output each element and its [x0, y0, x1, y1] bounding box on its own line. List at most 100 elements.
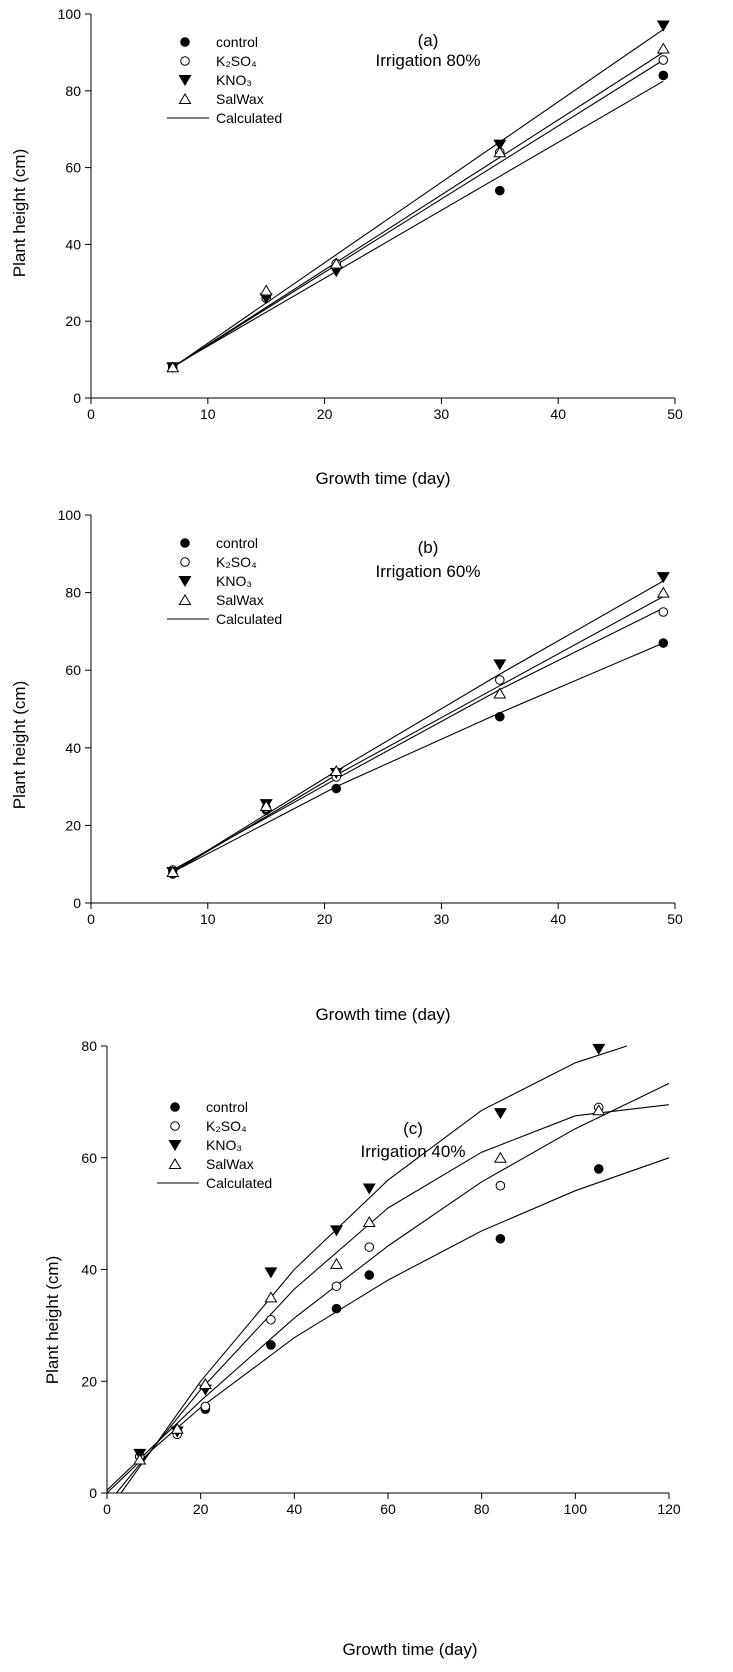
- open-triangle-up-point: [166, 865, 180, 877]
- y-tick-label: 20: [81, 1373, 97, 1389]
- y-axis-label: Plant height (cm): [10, 681, 29, 810]
- irrigation-annotation: Irrigation 40%: [361, 1142, 466, 1161]
- open-circle-point: [331, 1281, 342, 1292]
- y-tick-label: 40: [65, 740, 81, 756]
- legend-marker: [170, 1121, 180, 1131]
- x-tick-label: 30: [434, 911, 450, 927]
- filled-triangle-down-point: [362, 1183, 376, 1195]
- open-triangle-up-point: [166, 361, 180, 373]
- chart-panel-b: 0 10 20 30 40 50 0 20 40 60 80 100 control K₂SO₄ KNO₃ S…: [10, 507, 683, 1024]
- y-tick-label: 80: [65, 585, 81, 601]
- x-tick-label: 10: [200, 911, 216, 927]
- x-tick-label: 0: [87, 911, 95, 927]
- filled-circle-point: [495, 711, 505, 722]
- y-axis-label: Plant height (cm): [43, 1256, 62, 1385]
- y-tick-label: 0: [89, 1485, 97, 1501]
- y-tick-label: 0: [73, 390, 81, 406]
- filled-triangle-down-point: [592, 1043, 606, 1055]
- panel-label: (b): [418, 538, 439, 557]
- open-circle-point: [495, 1180, 506, 1191]
- legend-label: KNO₃: [216, 573, 252, 589]
- filled-triangle-down-point: [493, 659, 507, 671]
- x-axis-label: Growth time (day): [342, 1640, 477, 1659]
- x-tick-label: 120: [657, 1501, 681, 1517]
- chart-panel-c: 0 20 40 60 80 100 120 0 20 40 60 80 control K₂SO₄ KNO₃…: [43, 1038, 681, 1659]
- calculated-line: [172, 80, 664, 367]
- panel-label: (c): [403, 1119, 423, 1138]
- y-tick-label: 100: [58, 507, 82, 523]
- x-tick-label: 80: [474, 1501, 490, 1517]
- x-tick-label: 20: [317, 911, 333, 927]
- legend-label: SalWax: [216, 91, 264, 107]
- calculated-line: [172, 596, 664, 873]
- y-tick-label: 40: [81, 1262, 97, 1278]
- calculated-line: [172, 51, 664, 368]
- open-triangle-up-point: [330, 1257, 343, 1269]
- filled-circle-point: [331, 1303, 342, 1314]
- open-circle-point: [266, 1314, 276, 1325]
- legend-marker: [170, 1102, 180, 1112]
- filled-triangle-down-point: [493, 139, 507, 151]
- legend-label: control: [216, 34, 258, 50]
- open-circle-point: [495, 675, 505, 685]
- filled-triangle-down-point: [330, 1225, 343, 1237]
- open-triangle-up-point: [259, 799, 273, 811]
- filled-circle-point: [331, 783, 342, 794]
- legend-label: SalWax: [216, 592, 264, 608]
- irrigation-annotation: Irrigation 80%: [376, 51, 481, 70]
- x-tick-label: 40: [550, 406, 566, 422]
- legend-marker: [180, 538, 190, 548]
- x-tick-label: 40: [550, 911, 566, 927]
- open-triangle-up-point: [493, 687, 507, 699]
- x-tick-label: 60: [380, 1501, 396, 1517]
- legend-label: control: [216, 535, 258, 551]
- legend-label: KNO₃: [206, 1137, 242, 1153]
- legend-label: control: [206, 1099, 248, 1115]
- legend-label: Calculated: [216, 110, 282, 126]
- calculated-line: [115, 1104, 670, 1494]
- y-tick-label: 80: [81, 1038, 97, 1054]
- open-triangle-up-point: [329, 765, 343, 777]
- filled-circle-point: [495, 1233, 506, 1244]
- open-triangle-up-point: [259, 284, 273, 296]
- calculated-line: [172, 607, 664, 871]
- x-tick-label: 30: [434, 406, 450, 422]
- filled-circle-point: [658, 638, 669, 648]
- filled-circle-point: [593, 1164, 604, 1174]
- open-triangle-up-point: [493, 1151, 507, 1163]
- legend-label: KNO₃: [216, 72, 252, 88]
- legend-label: K₂SO₄: [206, 1118, 247, 1134]
- open-triangle-up-point: [264, 1291, 278, 1303]
- calculated-line: [172, 28, 664, 368]
- x-tick-label: 0: [87, 406, 95, 422]
- y-tick-label: 80: [65, 83, 81, 99]
- legend-marker: [178, 75, 192, 87]
- y-tick-label: 20: [65, 313, 81, 329]
- open-triangle-up-point: [656, 586, 670, 598]
- open-circle-point: [658, 55, 669, 65]
- y-tick-label: 20: [65, 817, 81, 833]
- legend-marker: [178, 576, 192, 588]
- calculated-line: [172, 580, 664, 873]
- open-circle-point: [658, 607, 669, 617]
- legend-marker: [180, 56, 190, 66]
- open-triangle-up-point: [656, 42, 670, 54]
- calculated-line: [172, 59, 664, 368]
- filled-triangle-down-point: [656, 20, 670, 32]
- x-tick-label: 50: [667, 406, 683, 422]
- open-triangle-up-point: [493, 146, 507, 158]
- x-tick-label: 100: [564, 1501, 588, 1517]
- y-tick-label: 60: [65, 662, 81, 678]
- y-tick-label: 100: [58, 6, 82, 22]
- filled-triangle-down-point: [493, 1108, 507, 1120]
- y-axis-label: Plant height (cm): [10, 149, 29, 278]
- open-triangle-up-point: [329, 257, 343, 269]
- x-axis-label: Growth time (day): [315, 469, 450, 488]
- filled-triangle-down-point: [656, 572, 670, 584]
- legend-label: K₂SO₄: [216, 53, 257, 69]
- x-tick-label: 20: [317, 406, 333, 422]
- filled-circle-point: [364, 1270, 375, 1280]
- x-tick-label: 20: [193, 1501, 209, 1517]
- panel-label: (a): [418, 31, 439, 50]
